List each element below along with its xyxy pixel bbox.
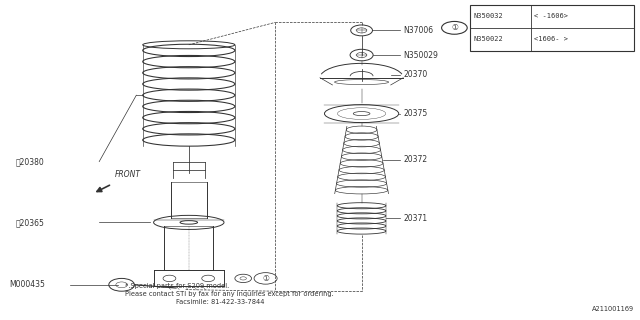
Text: < -1606>: < -1606> bbox=[534, 13, 568, 19]
Text: ①: ① bbox=[262, 274, 269, 283]
Text: ＊20380: ＊20380 bbox=[16, 157, 45, 166]
Text: FRONT: FRONT bbox=[115, 170, 141, 179]
Text: N350029: N350029 bbox=[403, 51, 438, 60]
Text: ①: ① bbox=[451, 23, 458, 32]
Text: N350022: N350022 bbox=[474, 36, 503, 42]
Bar bbox=[470, 5, 634, 51]
Text: 20375: 20375 bbox=[403, 109, 428, 118]
Text: ＊20365: ＊20365 bbox=[16, 218, 45, 227]
Text: 20372: 20372 bbox=[403, 156, 428, 164]
Text: N350032: N350032 bbox=[474, 13, 503, 19]
Text: A211001169: A211001169 bbox=[591, 306, 634, 312]
Text: Please contact STI by fax for any inquiries except for ordering.: Please contact STI by fax for any inquir… bbox=[125, 292, 333, 297]
Text: Facsimile: 81-422-33-7844: Facsimile: 81-422-33-7844 bbox=[176, 300, 264, 305]
Text: M000435: M000435 bbox=[10, 280, 45, 289]
Text: 20370: 20370 bbox=[403, 70, 428, 79]
Text: *.Special parts for S209 model.: *.Special parts for S209 model. bbox=[125, 284, 229, 289]
Text: <1606- >: <1606- > bbox=[534, 36, 568, 42]
Text: 20371: 20371 bbox=[403, 214, 428, 223]
Text: N37006: N37006 bbox=[403, 26, 433, 35]
